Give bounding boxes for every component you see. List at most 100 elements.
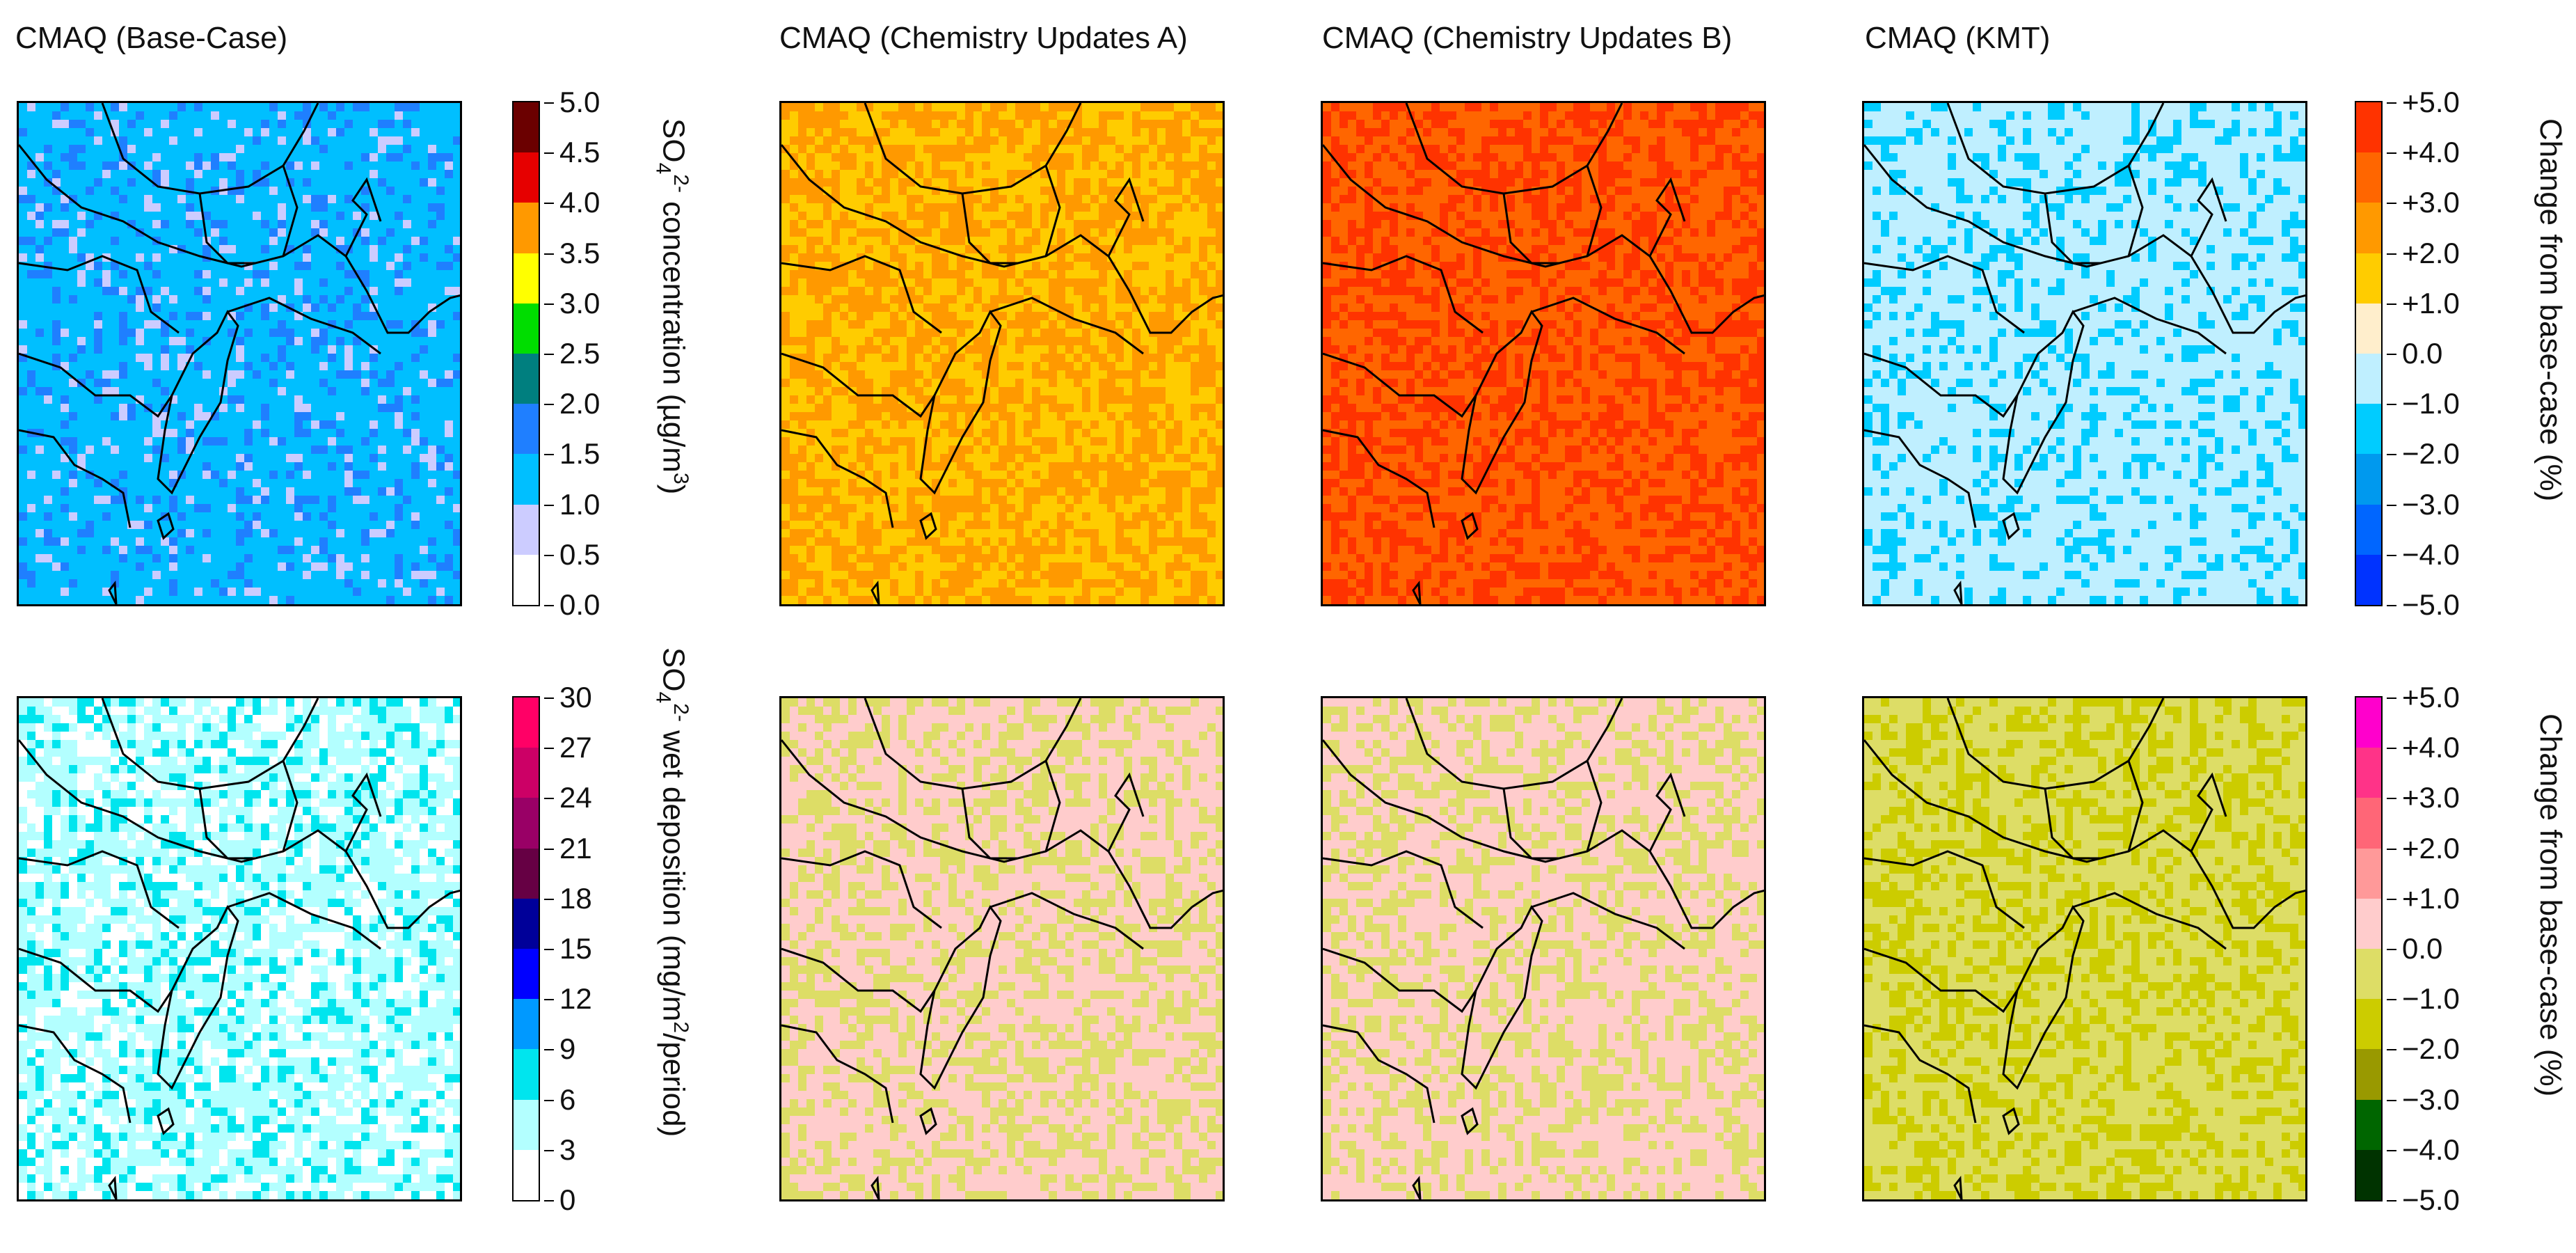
grid-cell: [865, 420, 873, 429]
grid-cell: [1998, 454, 2006, 462]
grid-cell: [378, 395, 386, 404]
grid-cell: [1699, 295, 1707, 304]
grid-cell: [1356, 245, 1365, 253]
grid-cell: [219, 798, 228, 807]
grid-cell: [1931, 320, 1939, 329]
grid-cell: [436, 757, 445, 765]
grid-cell: [136, 707, 144, 715]
grid-cell: [1690, 504, 1699, 512]
grid-cell: [1998, 529, 2006, 537]
grid-cell: [294, 773, 303, 782]
grid-cell: [1881, 579, 1889, 588]
grid-cell: [848, 354, 857, 362]
grid-cell: [1174, 588, 1182, 596]
grid-cell: [840, 395, 848, 404]
grid-cell: [177, 337, 186, 345]
grid-cell: [428, 748, 436, 757]
grid-cell: [2273, 187, 2282, 195]
grid-cell: [1124, 420, 1132, 429]
grid-cell: [61, 220, 69, 228]
grid-cell: [1732, 454, 1740, 462]
grid-cell: [1998, 278, 2006, 287]
grid-cell: [940, 212, 948, 220]
grid-cell: [965, 178, 973, 187]
grid-cell: [2073, 462, 2081, 471]
grid-cell: [152, 420, 161, 429]
grid-cell: [1640, 588, 1648, 596]
grid-cell: [294, 278, 303, 287]
grid-cell: [119, 362, 127, 370]
grid-cell: [1132, 429, 1140, 437]
grid-cell: [1506, 295, 1515, 304]
grid-cell: [2215, 554, 2223, 562]
grid-cell: [990, 537, 999, 546]
grid-cell: [1715, 145, 1724, 153]
grid-cell: [1423, 562, 1431, 571]
grid-cell: [2031, 462, 2040, 471]
grid-cell: [278, 723, 286, 732]
grid-cell: [194, 312, 202, 320]
grid-cell: [286, 546, 294, 554]
grid-cell: [832, 203, 840, 212]
grid-cell: [378, 707, 386, 715]
grid-cell: [1690, 287, 1699, 295]
grid-cell: [1415, 537, 1423, 546]
grid-cell: [94, 337, 102, 345]
grid-cell: [815, 203, 823, 212]
grid-cell: [1906, 111, 1914, 120]
grid-cell: [1498, 237, 1506, 245]
grid-cell: [1749, 270, 1757, 278]
grid-cell: [2198, 345, 2207, 354]
grid-cell: [1532, 521, 1540, 529]
grid-cell: [1732, 278, 1740, 287]
grid-cell: [94, 748, 102, 757]
grid-cell: [1873, 187, 1881, 195]
grid-cell: [973, 320, 982, 329]
grid-cell: [1607, 446, 1615, 454]
grid-cell: [815, 596, 823, 604]
grid-cell: [1607, 420, 1615, 429]
grid-cell: [77, 529, 86, 537]
grid-cell: [1473, 203, 1481, 212]
grid-cell: [202, 312, 211, 320]
grid-cell: [1065, 170, 1074, 178]
grid-cell: [2065, 345, 2073, 354]
grid-cell: [882, 487, 890, 496]
grid-cell: [1398, 529, 1406, 537]
grid-cell: [2106, 278, 2115, 287]
grid-cell: [973, 562, 982, 571]
grid-cell: [1757, 362, 1764, 370]
grid-cell: [1149, 487, 1157, 496]
grid-cell: [1732, 487, 1740, 496]
grid-cell: [1015, 161, 1024, 170]
grid-cell: [403, 120, 411, 128]
grid-cell: [1331, 395, 1339, 404]
grid-cell: [865, 287, 873, 295]
grid-cell: [832, 588, 840, 596]
grid-cell: [186, 698, 194, 707]
grid-cell: [228, 161, 236, 170]
grid-cell: [1406, 429, 1415, 437]
grid-cell: [915, 420, 923, 429]
grid-cell: [211, 773, 219, 782]
grid-cell: [61, 715, 69, 723]
grid-cell: [1182, 178, 1191, 187]
grid-cell: [1149, 295, 1157, 304]
grid-cell: [94, 136, 102, 145]
grid-cell: [436, 320, 445, 329]
grid-cell: [1715, 521, 1724, 529]
grid-cell: [194, 170, 202, 178]
grid-cell: [236, 562, 244, 571]
grid-cell: [1356, 145, 1365, 153]
grid-cell: [1065, 596, 1074, 604]
grid-cell: [1557, 329, 1565, 337]
grid-cell: [982, 245, 990, 253]
grid-cell: [2031, 203, 2040, 212]
grid-cell: [898, 454, 907, 462]
grid-cell: [1523, 337, 1532, 345]
grid-cell: [1657, 412, 1665, 420]
grid-cell: [1465, 312, 1473, 320]
grid-cell: [119, 698, 127, 707]
grid-cell: [1074, 521, 1082, 529]
grid-cell: [1757, 120, 1764, 128]
